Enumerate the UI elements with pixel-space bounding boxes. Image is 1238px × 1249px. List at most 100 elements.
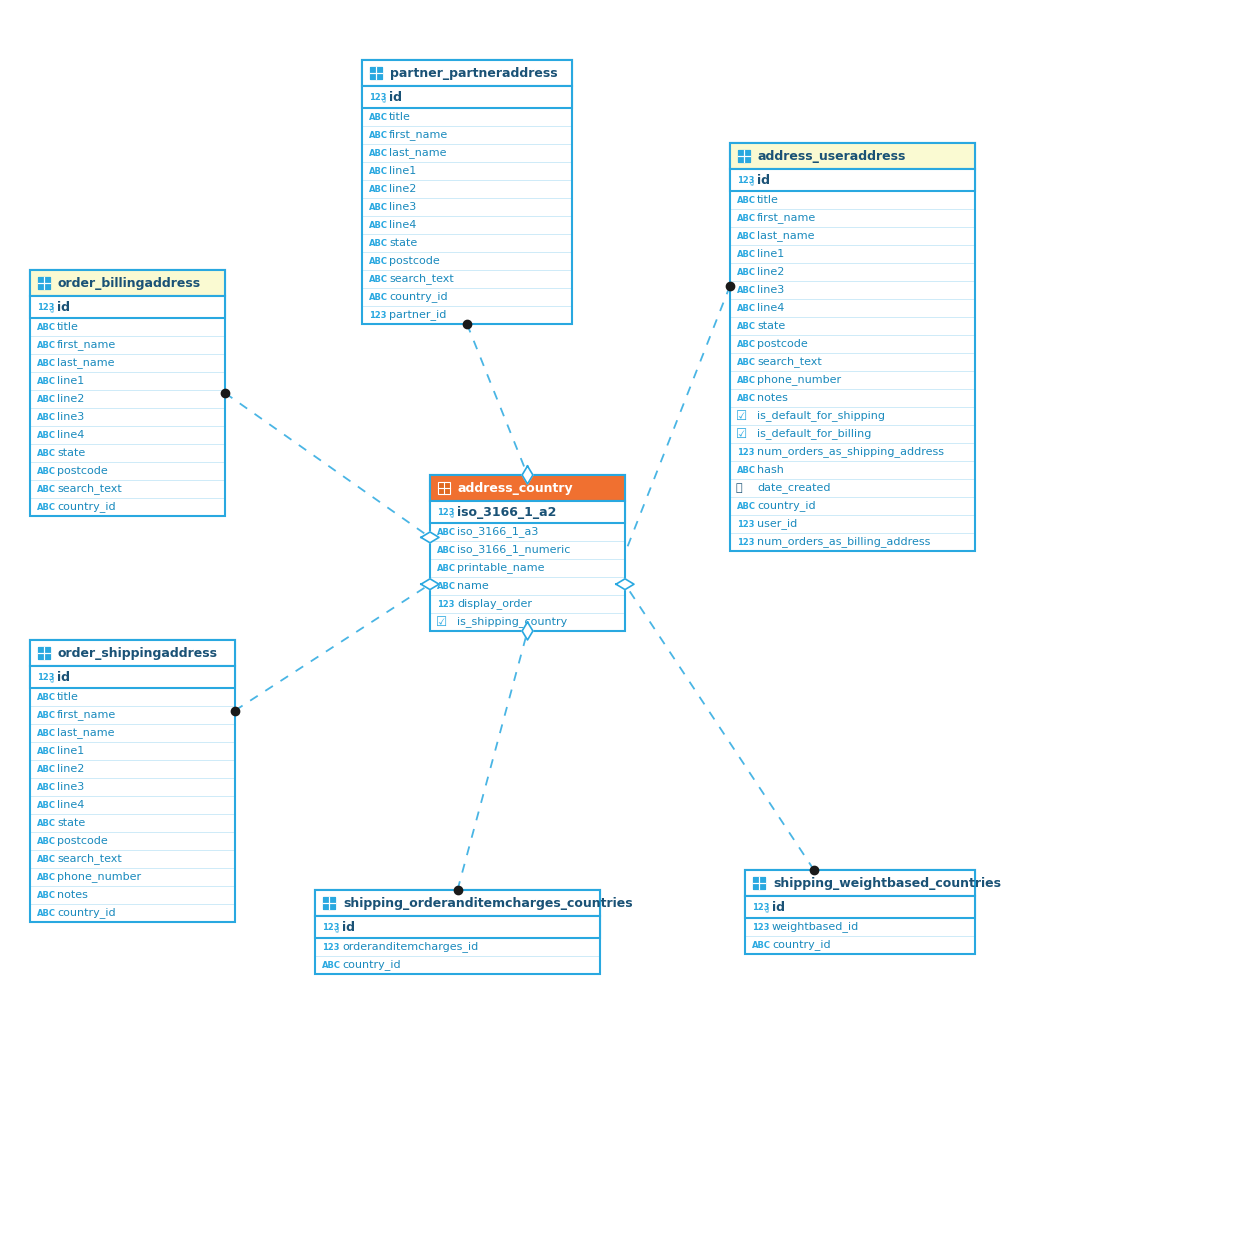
Text: ABC: ABC <box>37 485 56 493</box>
Text: phone_number: phone_number <box>57 872 141 883</box>
Text: postcode: postcode <box>389 256 439 266</box>
Text: order_shippingaddress: order_shippingaddress <box>58 647 218 659</box>
Text: address_useraddress: address_useraddress <box>758 150 906 162</box>
Bar <box>30 270 225 296</box>
Text: country_id: country_id <box>756 501 816 511</box>
Text: ɡ: ɡ <box>50 677 54 682</box>
Text: ABC: ABC <box>37 395 56 403</box>
Bar <box>438 482 449 495</box>
Text: ABC: ABC <box>37 412 56 421</box>
Text: address_country: address_country <box>458 482 573 495</box>
Text: user_id: user_id <box>756 518 797 530</box>
Text: ABC: ABC <box>37 341 56 350</box>
Text: first_name: first_name <box>57 709 116 721</box>
Text: country_id: country_id <box>57 908 115 918</box>
Text: 123: 123 <box>437 507 454 517</box>
Bar <box>30 666 235 688</box>
Text: display_order: display_order <box>457 598 532 610</box>
Text: ABC: ABC <box>369 256 387 266</box>
Text: title: title <box>57 322 79 332</box>
Text: ɡ: ɡ <box>335 928 339 933</box>
Text: ⏰: ⏰ <box>737 483 743 493</box>
Bar <box>753 877 765 889</box>
Text: ABC: ABC <box>369 221 387 230</box>
Text: 123: 123 <box>437 600 454 608</box>
Text: ABC: ABC <box>737 286 756 295</box>
Bar <box>361 86 572 107</box>
Polygon shape <box>522 466 532 485</box>
Text: ABC: ABC <box>37 466 56 476</box>
Text: title: title <box>57 692 79 702</box>
Bar <box>30 296 225 318</box>
Text: ABC: ABC <box>737 376 756 385</box>
Text: ɡ: ɡ <box>383 97 386 102</box>
Text: line3: line3 <box>57 412 84 422</box>
Bar <box>730 142 976 551</box>
Polygon shape <box>421 578 439 590</box>
Text: 123: 123 <box>737 447 754 456</box>
Bar <box>314 916 600 938</box>
Text: line3: line3 <box>756 285 784 295</box>
Text: ABC: ABC <box>737 321 756 331</box>
Bar <box>314 891 600 916</box>
Bar <box>745 871 976 954</box>
Text: line1: line1 <box>756 249 784 259</box>
Text: num_orders_as_billing_address: num_orders_as_billing_address <box>756 537 931 547</box>
Text: last_name: last_name <box>389 147 447 159</box>
Text: ABC: ABC <box>369 166 387 176</box>
Text: notes: notes <box>756 393 787 403</box>
Text: last_name: last_name <box>756 231 815 241</box>
Text: is_shipping_country: is_shipping_country <box>457 617 567 627</box>
Text: ɡ: ɡ <box>750 181 754 186</box>
Text: ☑: ☑ <box>737 410 748 422</box>
Polygon shape <box>617 578 634 590</box>
Bar <box>738 150 750 162</box>
Text: 123: 123 <box>322 943 339 952</box>
Text: line4: line4 <box>389 220 416 230</box>
Text: id: id <box>57 671 71 683</box>
Text: line1: line1 <box>57 376 84 386</box>
Text: ABC: ABC <box>37 783 56 792</box>
Text: line2: line2 <box>389 184 416 194</box>
Text: line1: line1 <box>389 166 416 176</box>
Text: id: id <box>57 301 71 313</box>
Text: order_billingaddress: order_billingaddress <box>58 276 201 290</box>
Bar <box>314 891 600 974</box>
Text: ABC: ABC <box>737 393 756 402</box>
Text: line3: line3 <box>389 202 416 212</box>
Text: id: id <box>389 90 402 104</box>
Text: title: title <box>389 112 411 122</box>
Text: shipping_weightbased_countries: shipping_weightbased_countries <box>773 877 1002 889</box>
Text: ABC: ABC <box>369 275 387 284</box>
Text: line2: line2 <box>57 393 84 403</box>
Text: ABC: ABC <box>437 563 456 572</box>
Text: title: title <box>756 195 779 205</box>
Text: ABC: ABC <box>369 292 387 301</box>
Text: 123: 123 <box>737 537 754 547</box>
Text: ABC: ABC <box>751 940 771 949</box>
Text: postcode: postcode <box>57 836 108 846</box>
Text: country_id: country_id <box>57 502 115 512</box>
Text: num_orders_as_shipping_address: num_orders_as_shipping_address <box>756 447 945 457</box>
Text: line1: line1 <box>57 746 84 756</box>
Text: first_name: first_name <box>57 340 116 351</box>
Text: first_name: first_name <box>389 130 448 140</box>
Bar <box>30 270 225 516</box>
Bar <box>323 897 335 909</box>
Bar <box>745 896 976 918</box>
Text: ABC: ABC <box>37 431 56 440</box>
Text: line4: line4 <box>57 430 84 440</box>
Text: ABC: ABC <box>369 130 387 140</box>
Bar <box>323 897 335 909</box>
Bar <box>753 877 765 889</box>
Text: ABC: ABC <box>369 239 387 247</box>
Text: ABC: ABC <box>737 231 756 241</box>
Text: ɡ: ɡ <box>765 908 769 913</box>
Text: country_id: country_id <box>389 291 448 302</box>
Text: ABC: ABC <box>737 304 756 312</box>
Bar <box>745 871 976 896</box>
Text: phone_number: phone_number <box>756 375 841 386</box>
Text: line2: line2 <box>756 267 785 277</box>
Text: 123: 123 <box>37 672 54 682</box>
Text: ABC: ABC <box>437 527 456 537</box>
